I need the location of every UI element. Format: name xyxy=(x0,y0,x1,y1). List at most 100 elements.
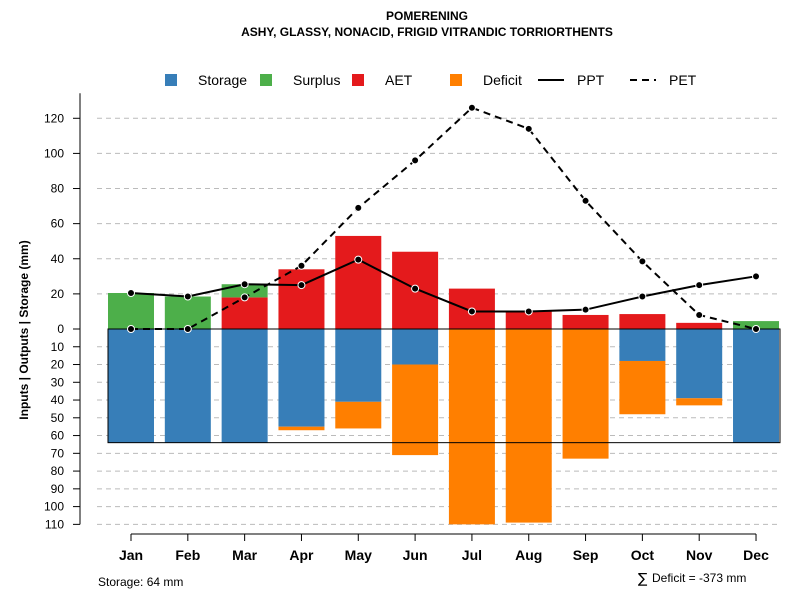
deficit-note: Deficit = -373 mm xyxy=(652,571,746,585)
bar-aet-aug xyxy=(505,311,552,329)
bars xyxy=(107,235,781,525)
x-tick-label-dec: Dec xyxy=(743,547,769,563)
bar-aet-mar xyxy=(221,297,268,329)
bar-storage-may xyxy=(335,329,382,402)
bar-storage-jan xyxy=(108,329,154,443)
bar-storage-feb xyxy=(164,329,211,443)
y-tick-label-lower-10: 10 xyxy=(51,340,65,354)
x-tick-label-jun: Jun xyxy=(403,547,428,563)
lines xyxy=(127,103,761,333)
bar-aet-may xyxy=(335,235,382,329)
x-tick-label-feb: Feb xyxy=(175,547,200,563)
point-pet-jul xyxy=(467,103,476,112)
sigma-symbol: ∑ xyxy=(638,571,648,587)
line-pet xyxy=(131,106,757,330)
y-tick-label-lower-60: 60 xyxy=(51,429,65,443)
x-tick-label-mar: Mar xyxy=(232,547,257,563)
point-pet-feb xyxy=(183,325,192,333)
point-pet-may xyxy=(354,203,363,212)
point-pet-nov xyxy=(695,310,704,319)
legend-label-pet: PET xyxy=(669,72,697,88)
point-pet-mar xyxy=(240,293,249,302)
legend-label-surplus: Surplus xyxy=(293,72,340,88)
bar-deficit-jul xyxy=(448,329,495,525)
point-pet-jan xyxy=(127,325,135,333)
point-pet-apr xyxy=(297,261,306,270)
y-tick-label-lower-90: 90 xyxy=(51,482,65,496)
legend-swatch-storage xyxy=(165,74,177,86)
y-tick-label-lower-30: 30 xyxy=(51,375,65,389)
point-ppt-jul xyxy=(467,307,476,316)
y-tick-label-upper-20: 20 xyxy=(51,287,65,301)
y-axis-label: Inputs | Outputs | Storage (mm) xyxy=(17,240,31,419)
x-tick-label-nov: Nov xyxy=(686,547,713,563)
y-tick-label-lower-70: 70 xyxy=(51,446,65,460)
point-ppt-sep xyxy=(581,305,590,314)
point-ppt-mar xyxy=(240,280,249,289)
storage-note: Storage: 64 mm xyxy=(98,575,183,589)
legend-swatch-deficit xyxy=(450,74,462,86)
point-ppt-feb xyxy=(183,292,192,301)
point-ppt-jun xyxy=(411,284,420,293)
legend-swatch-aet xyxy=(352,74,364,86)
y-tick-label-upper-80: 80 xyxy=(51,182,65,196)
bar-surplus-jan xyxy=(108,293,154,329)
chart-subtitle: ASHY, GLASSY, NONACID, FRIGID VITRANDIC … xyxy=(241,25,613,39)
x-tick-label-sep: Sep xyxy=(573,547,599,563)
bar-storage-oct xyxy=(619,329,666,361)
y-tick-label-lower-100: 100 xyxy=(44,500,64,514)
line-ppt xyxy=(130,258,757,313)
legend-label-deficit: Deficit xyxy=(483,72,522,88)
point-ppt-nov xyxy=(695,281,704,290)
point-pet-jun xyxy=(411,156,420,165)
bar-deficit-oct xyxy=(619,360,666,415)
point-pet-sep xyxy=(581,196,590,205)
point-ppt-may xyxy=(354,255,363,264)
y-tick-label-upper-60: 60 xyxy=(51,217,65,231)
chart-title: POMERENING xyxy=(386,9,468,23)
legend: Storage Surplus AET Deficit PPT PET xyxy=(165,72,697,88)
point-ppt-jan xyxy=(127,289,135,298)
legend-label-storage: Storage xyxy=(198,72,247,88)
bar-storage-dec xyxy=(733,329,780,443)
bar-deficit-nov xyxy=(676,398,723,406)
bar-deficit-aug xyxy=(505,329,552,523)
x-tick-label-aug: Aug xyxy=(515,547,542,563)
y-tick-label-lower-20: 20 xyxy=(51,358,65,372)
y-tick-label-lower-40: 40 xyxy=(51,393,65,407)
point-pet-dec xyxy=(752,325,761,333)
point-pet-aug xyxy=(524,124,533,133)
bar-storage-nov xyxy=(676,329,723,399)
bar-aet-oct xyxy=(619,314,666,329)
bar-deficit-jun xyxy=(392,364,439,456)
bar-deficit-sep xyxy=(562,329,609,459)
point-pet-oct xyxy=(638,257,647,266)
bar-deficit-apr xyxy=(278,426,325,431)
bar-aet-sep xyxy=(562,314,609,329)
axes: 0 20 40 60 80 100 120 10 20 30 40 50 60 70 80 90 100 110 J… xyxy=(44,93,769,563)
bar-aet-nov xyxy=(676,322,723,329)
point-ppt-apr xyxy=(297,281,306,290)
grid xyxy=(97,117,780,525)
bar-storage-mar xyxy=(221,329,268,443)
point-ppt-aug xyxy=(524,307,533,316)
y-tick-label-lower-80: 80 xyxy=(51,464,65,478)
x-tick-label-oct: Oct xyxy=(631,547,655,563)
y-tick-label-lower-50: 50 xyxy=(51,411,65,425)
legend-label-ppt: PPT xyxy=(577,72,605,88)
bar-storage-apr xyxy=(278,329,325,427)
point-ppt-dec xyxy=(752,272,761,281)
y-tick-label-upper-0: 0 xyxy=(57,322,64,336)
legend-label-aet: AET xyxy=(385,72,413,88)
x-tick-label-apr: Apr xyxy=(289,547,314,563)
y-tick-label-upper-40: 40 xyxy=(51,252,65,266)
y-tick-label-upper-100: 100 xyxy=(44,146,64,160)
legend-swatch-surplus xyxy=(260,74,272,86)
bar-surplus-feb xyxy=(164,296,211,329)
x-tick-label-jan: Jan xyxy=(119,547,143,563)
y-tick-label-lower-110: 110 xyxy=(45,517,64,531)
point-ppt-oct xyxy=(638,292,647,301)
bar-deficit-may xyxy=(335,401,382,429)
x-tick-label-may: May xyxy=(345,547,372,563)
